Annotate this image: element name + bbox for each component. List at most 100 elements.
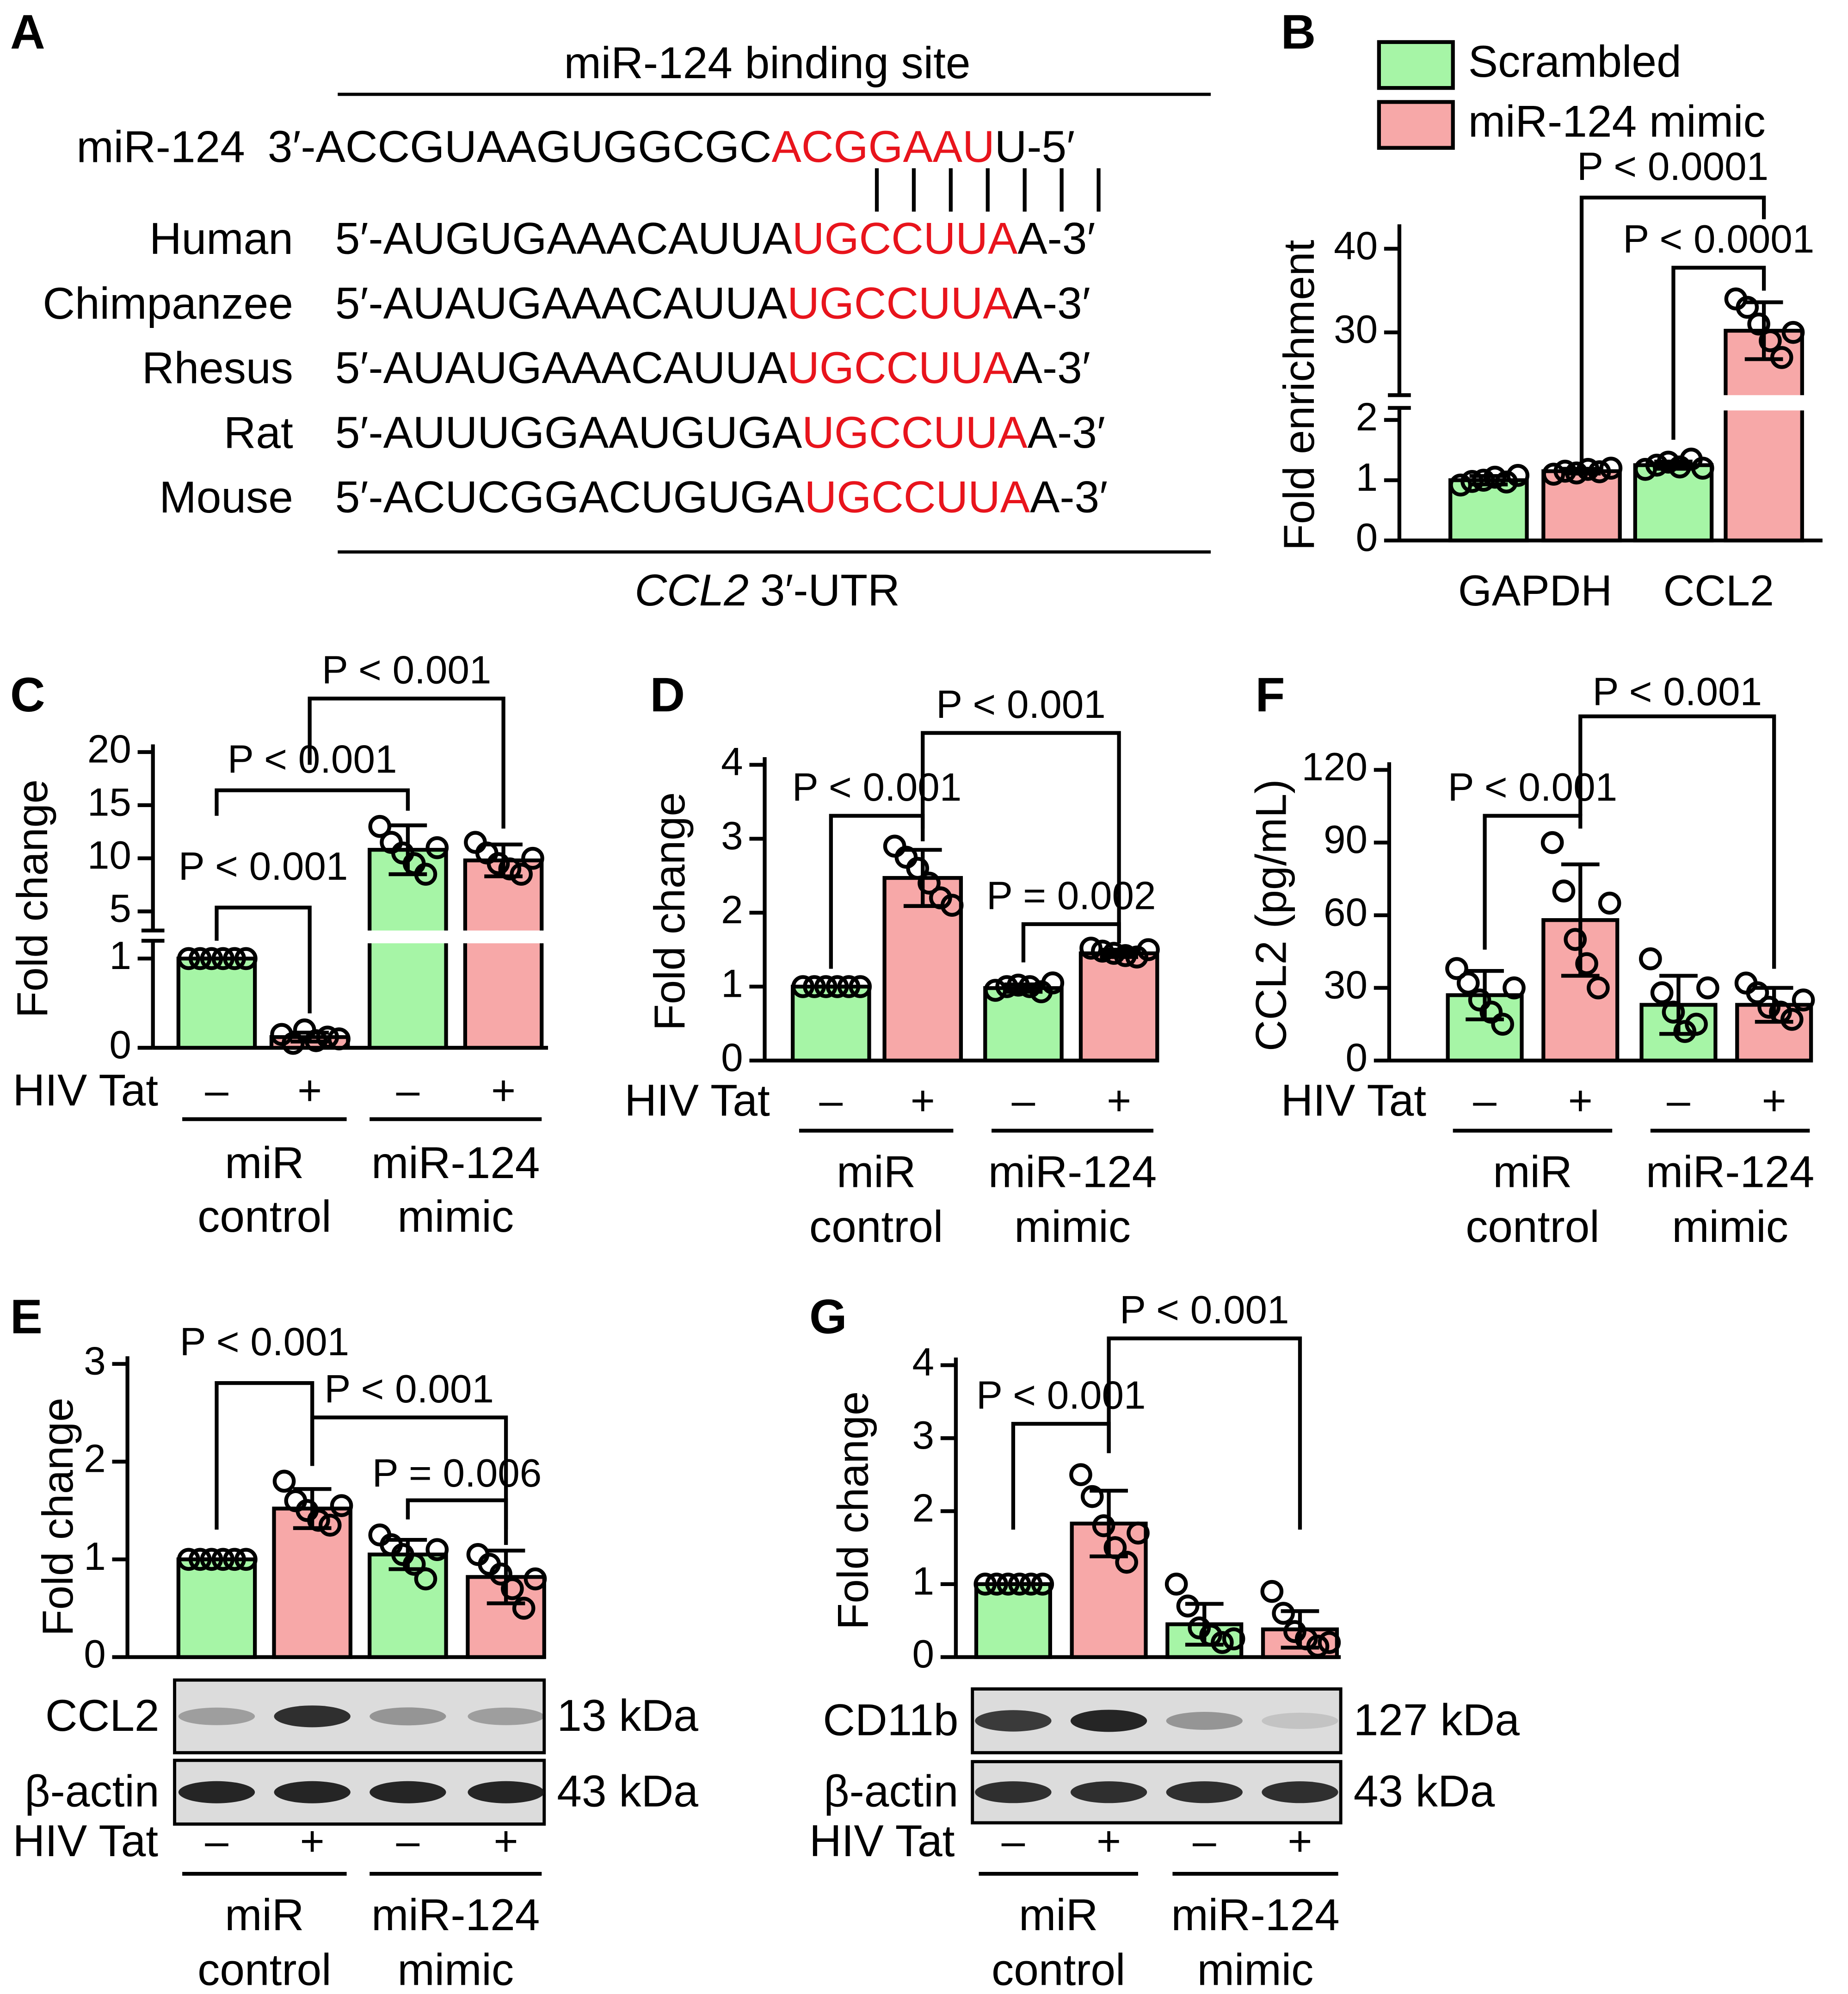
p-value: P < 0.001 [792, 765, 962, 809]
group-label: miR-124 [371, 1890, 540, 1940]
sequence: 3′-ACCGUAAGUGGCGCACGGAAUU-5′ [268, 123, 1075, 172]
error-bar [903, 848, 942, 908]
error-bar [290, 1031, 329, 1043]
data-point [487, 852, 510, 875]
group-label: miR-124 [1646, 1147, 1814, 1197]
seed-sequence: UGCCUUA [805, 473, 1030, 522]
y-tick-label: 15 [87, 780, 131, 824]
data-point [1164, 1573, 1188, 1596]
significance-bracket [1107, 1336, 1302, 1530]
sequence: 5′-AUAUGAAACAUUAUGCCUUAA-3′ [335, 279, 1090, 328]
legend-swatch [1377, 40, 1455, 90]
data-point [1018, 975, 1041, 998]
group-label: mimic [1672, 1202, 1788, 1252]
error-bar [1659, 974, 1698, 1036]
sequence-flank: 5′-AUGUGAAACAUUA [335, 214, 793, 264]
data-point [330, 1494, 353, 1517]
x-axis-label: HIV Tat [13, 1816, 159, 1866]
error-bar [1744, 300, 1783, 361]
blot-band [370, 1707, 446, 1726]
x-tick-label: – [1193, 1818, 1216, 1865]
error-bar [388, 1537, 427, 1571]
group-label: miR [837, 1147, 916, 1197]
group-label: control [197, 1945, 331, 1994]
species-label: Chimpanzee [43, 279, 293, 328]
blot-band [1262, 1712, 1338, 1729]
sequence-flank: U-5′ [995, 123, 1075, 172]
data-point [1599, 457, 1623, 480]
x-tick-label: + [1762, 1078, 1786, 1124]
data-point [1102, 942, 1126, 965]
blot-label: β-actin [824, 1767, 958, 1816]
p-value: P < 0.001 [936, 683, 1106, 727]
group-label: miR [225, 1138, 304, 1188]
sequence-flank: 3′-ACCGUAAGUGGCGC [268, 123, 772, 172]
significance-bracket [406, 1498, 508, 1545]
y-axis-label: CCL2 (pg/mL) [1247, 779, 1295, 1051]
error-bar [388, 823, 427, 877]
data-point [1115, 1550, 1138, 1574]
y-tick-label: 120 [1302, 745, 1368, 789]
blot-image [173, 1678, 546, 1754]
data-point [1645, 453, 1669, 477]
error-bar [1466, 969, 1504, 1021]
x-tick-label: – [205, 1068, 228, 1114]
x-tick-label: + [1107, 1078, 1131, 1124]
x-tick-label: + [1287, 1818, 1312, 1865]
error-bar [484, 842, 523, 878]
data-point [501, 1577, 524, 1600]
error-bar [1755, 986, 1793, 1024]
data-point [316, 1025, 339, 1049]
sequence: 5′-AUAUGAAACAUUAUGCCUUAA-3′ [335, 344, 1090, 393]
bar [1078, 951, 1159, 1063]
data-point [1792, 988, 1815, 1012]
y-tick-label: 0 [1356, 516, 1378, 560]
y-tick-label: 2 [721, 888, 743, 932]
data-point [1092, 1514, 1115, 1537]
blot-band [1262, 1781, 1338, 1803]
data-point [1598, 891, 1621, 915]
data-point [1575, 952, 1598, 975]
group-label: miR [225, 1890, 304, 1940]
blot-band [178, 1707, 255, 1725]
y-tick-label: 3 [912, 1414, 935, 1457]
x-axis-label: HIV Tat [809, 1816, 955, 1866]
p-value: P < 0.001 [1120, 1288, 1289, 1332]
p-value: P < 0.001 [1448, 765, 1618, 809]
y-tick-label: 3 [721, 814, 743, 858]
x-axis-label: HIV Tat [1281, 1076, 1427, 1125]
y-axis-label: Fold change [8, 779, 56, 1018]
x-tick-label: CCL2 [1663, 566, 1774, 615]
y-tick-label: 0 [721, 1036, 743, 1080]
data-point [1746, 981, 1769, 1005]
data-point [940, 894, 964, 917]
data-point [1650, 981, 1674, 1005]
p-value: P < 0.001 [322, 648, 492, 692]
p-value: P < 0.001 [179, 845, 348, 889]
bar [791, 984, 871, 1063]
panel-letter: C [10, 668, 45, 722]
significance-bracket [1579, 196, 1766, 472]
blot-label: CCL2 [45, 1691, 160, 1741]
sequence-flank: A-3′ [1028, 408, 1105, 457]
legend-label: miR-124 mimic [1468, 97, 1766, 147]
y-axis-label: Fold enrichment [1275, 240, 1323, 550]
blot-size: 43 kDa [557, 1767, 698, 1816]
y-tick-label: 20 [87, 728, 131, 772]
data-point [1759, 329, 1782, 352]
y-tick-label: 1 [721, 962, 743, 1006]
y-tick-label: 0 [109, 1023, 131, 1067]
data-point [318, 1513, 342, 1537]
sequence: 5′-AUUUGGAAUGUGAUGCCUUAA-3′ [335, 408, 1105, 457]
significance-bracket [215, 906, 312, 1013]
blot-band [1166, 1711, 1243, 1730]
panel-letter: F [1256, 668, 1285, 722]
data-point [995, 975, 1018, 998]
data-point [1272, 1602, 1295, 1625]
x-tick-label: – [819, 1078, 843, 1124]
group-label: mimic [1014, 1202, 1131, 1252]
legend-swatch [1377, 100, 1455, 150]
error-bar [293, 1487, 332, 1530]
